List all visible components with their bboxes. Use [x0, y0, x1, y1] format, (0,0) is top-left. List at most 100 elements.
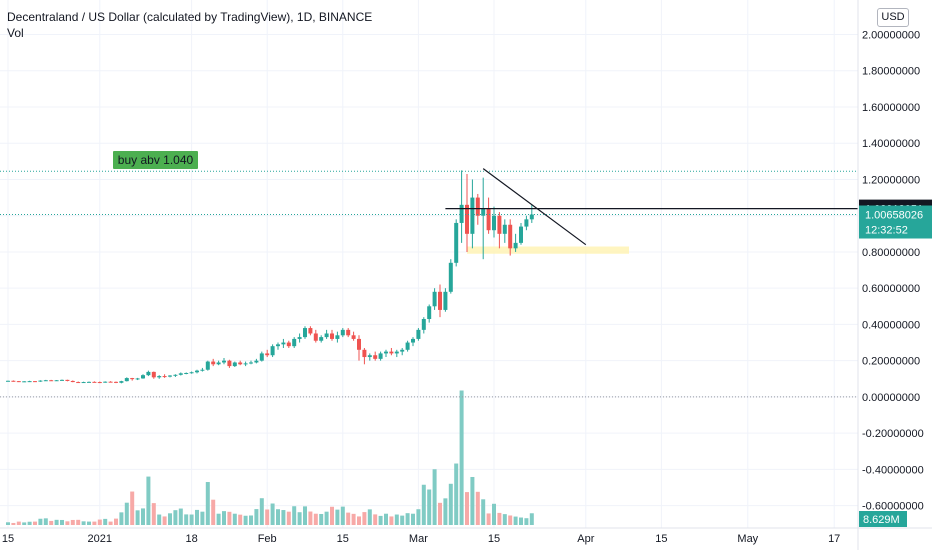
- volume-bar: [459, 390, 464, 525]
- candle-body: [486, 208, 491, 231]
- volume-bar: [324, 511, 329, 525]
- time-tick-label: 15: [488, 533, 500, 545]
- volume-bar: [286, 511, 291, 525]
- candle-body: [108, 381, 113, 383]
- volume-bar: [222, 511, 226, 525]
- volume-bar: [211, 499, 216, 525]
- candle-body: [340, 329, 345, 336]
- candle-body: [421, 318, 426, 330]
- time-tick-label: 15: [2, 533, 14, 545]
- candle-body: [405, 342, 410, 350]
- candle-body: [330, 333, 334, 339]
- candle-body: [297, 337, 302, 339]
- volume-bar: [60, 519, 64, 525]
- volume-bar: [151, 503, 156, 525]
- volume-bar: [443, 498, 448, 525]
- candle-body: [416, 329, 421, 339]
- volume-bar: [405, 513, 410, 525]
- descending-trendline[interactable]: [482, 168, 587, 246]
- volume-bar: [249, 515, 253, 525]
- volume-label[interactable]: Vol: [7, 26, 24, 40]
- volume-bar: [421, 484, 426, 525]
- candle-body: [222, 360, 226, 363]
- volume-bars: [6, 390, 534, 525]
- volume-badge[interactable]: [859, 511, 907, 527]
- candle-body: [151, 371, 156, 378]
- candle-body: [81, 382, 86, 384]
- candle-body: [6, 380, 10, 382]
- volume-bar: [502, 514, 507, 525]
- candle-body: [265, 353, 270, 356]
- time-tick-label: 17: [828, 533, 840, 545]
- annotation-box[interactable]: [113, 151, 198, 169]
- time-tick-label: May: [737, 533, 758, 545]
- candle-body: [508, 224, 513, 249]
- currency-button[interactable]: USD: [877, 8, 909, 27]
- candles: [6, 170, 534, 384]
- volume-bar: [178, 508, 183, 525]
- candle-body: [135, 378, 140, 380]
- grid: [0, 0, 858, 528]
- price-axis[interactable]: 2.00000000 1.80000000 1.60000000 1.40000000…: [857, 0, 932, 550]
- time-tick-label: 15: [337, 533, 349, 545]
- time-tick-label: Mar: [409, 533, 428, 545]
- volume-bar: [119, 512, 124, 525]
- volume-bar: [330, 506, 334, 525]
- candle-body: [519, 226, 523, 243]
- chart-title[interactable]: Decentraland / US Dollar (calculated by …: [7, 10, 373, 24]
- candle-body: [87, 381, 91, 383]
- drawings[interactable]: [0, 168, 858, 398]
- volume-bar: [114, 518, 118, 525]
- candle-body: [394, 351, 399, 354]
- volume-bar: [54, 519, 59, 525]
- support-zone: [467, 246, 629, 254]
- volume-bar: [400, 515, 405, 525]
- volume-bar: [475, 491, 480, 525]
- volume-bar: [346, 512, 351, 525]
- volume-bar: [481, 499, 486, 525]
- candle-body: [54, 380, 59, 382]
- volume-bar: [362, 512, 367, 525]
- price-tick-label: 1.20000000: [862, 174, 920, 186]
- price-tick-label: 2.00000000: [862, 29, 920, 41]
- candle-body: [378, 353, 383, 359]
- candle-body: [184, 372, 189, 374]
- candle-body: [211, 361, 216, 365]
- candle-body: [529, 214, 534, 220]
- price-tick-label: 1.80000000: [862, 66, 920, 78]
- annotation-layer[interactable]: buy abv 1.040: [113, 151, 198, 169]
- candle-body: [27, 381, 32, 383]
- candle-body: [227, 360, 232, 367]
- volume-bar: [276, 509, 280, 525]
- price-tick-label: 1.60000000: [862, 102, 920, 114]
- candle-body: [178, 373, 183, 375]
- candle-body: [443, 291, 448, 310]
- support-zone-layer: [467, 246, 629, 254]
- volume-bar: [448, 483, 453, 525]
- candle-body: [238, 362, 243, 365]
- volume-bar: [378, 515, 383, 525]
- volume-bar: [270, 503, 275, 525]
- candle-body: [49, 380, 54, 382]
- candle-body: [281, 342, 286, 345]
- candle-body: [465, 204, 469, 234]
- volume-bar: [33, 521, 37, 525]
- candle-body: [438, 291, 442, 310]
- last-price-badge[interactable]: [859, 205, 932, 239]
- time-axis[interactable]: 15 2021 18 Feb 15 Mar 15 Apr 15 May 17: [0, 527, 932, 545]
- time-tick-label: Apr: [577, 533, 594, 545]
- volume-bar: [519, 517, 523, 525]
- volume-bar: [227, 511, 232, 525]
- candle-body: [119, 381, 124, 383]
- candle-body: [65, 379, 70, 381]
- candle-body: [319, 337, 324, 341]
- volume-bar: [135, 510, 140, 525]
- volume-bar: [432, 469, 437, 525]
- candle-body: [308, 328, 313, 334]
- candle-body: [249, 362, 253, 364]
- candle-body: [33, 381, 37, 383]
- volume-bar: [146, 476, 151, 525]
- volume-bar: [357, 516, 361, 525]
